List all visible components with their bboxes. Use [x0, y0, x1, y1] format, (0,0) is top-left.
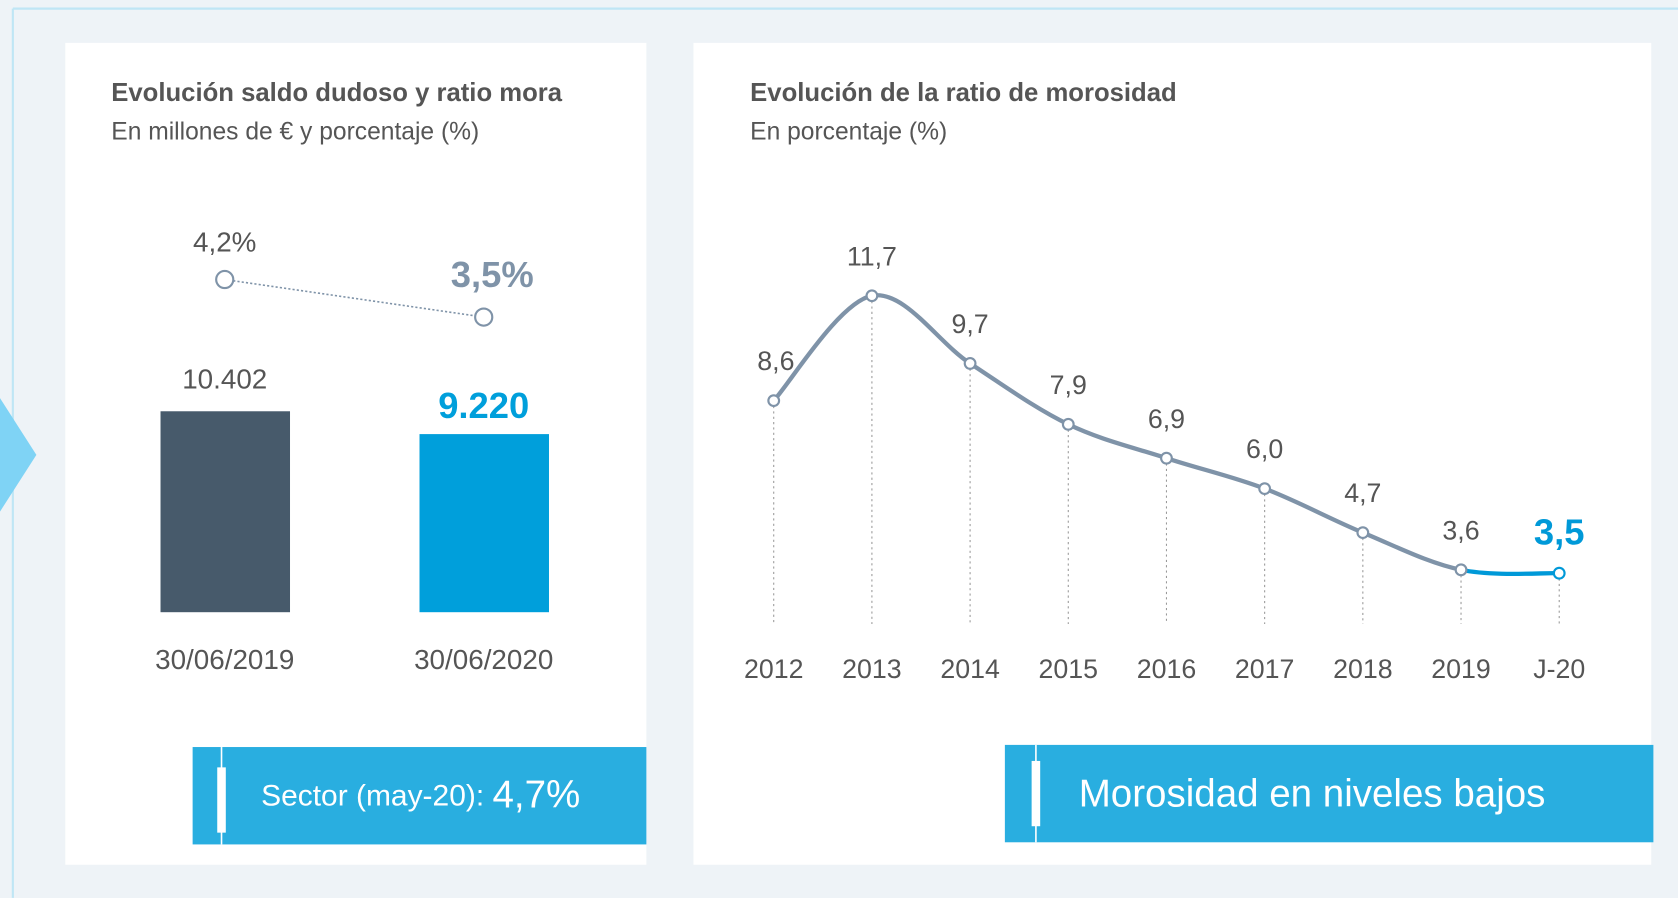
right-panel: [693, 42, 1652, 865]
marker: [1454, 563, 1468, 577]
bar: [160, 411, 291, 613]
marker: [767, 394, 781, 408]
callout-value: 4,7%: [492, 774, 580, 817]
x-tick-label: 30/06/2020: [414, 644, 553, 675]
x-tick-label: 2016: [1137, 654, 1197, 684]
arrow: [0, 398, 37, 512]
value-label: 6,0: [1246, 434, 1283, 464]
marker: [1258, 482, 1272, 496]
x-tick-label: 2012: [744, 654, 804, 684]
left-panel: [65, 42, 647, 865]
value-label: 3,5: [1534, 511, 1585, 552]
x-tick-label: 2017: [1235, 654, 1295, 684]
callout-label: Sector (may-20):: [261, 779, 484, 812]
chart-subtitle: En millones de € y porcentaje (%): [111, 118, 479, 145]
x-tick-label: 2013: [842, 654, 902, 684]
value-label: 11,7: [847, 241, 897, 271]
marker: [963, 357, 977, 370]
value-label: 3,6: [1442, 515, 1479, 545]
ratio-label: 4,2%: [193, 227, 256, 258]
value-label: 9,7: [952, 309, 989, 339]
callout: [1004, 744, 1654, 843]
chart-title: Evolución de la ratio de morosidad: [750, 79, 1177, 107]
ratio-line: [224, 278, 484, 318]
marker: [1552, 566, 1566, 580]
value-label: 4,7: [1344, 478, 1381, 508]
marker: [1061, 417, 1075, 431]
callout-bar: [1031, 760, 1041, 827]
bar-label: 10.402: [182, 364, 267, 395]
callout-bar: [217, 767, 226, 833]
ratio-label: 3,5%: [451, 254, 534, 295]
value-label: 7,9: [1050, 370, 1087, 400]
value-label: 6,9: [1148, 404, 1185, 434]
x-tick-label: 2015: [1039, 654, 1099, 684]
x-tick-label: 2018: [1333, 654, 1393, 684]
ratio-marker: [215, 269, 235, 290]
x-tick-label: 2014: [940, 654, 1000, 684]
marker: [1160, 451, 1173, 465]
x-tick-label: J-20: [1533, 654, 1585, 684]
ratio-marker: [474, 307, 494, 327]
value-label: 8,6: [757, 346, 794, 376]
chart-title: Evolución saldo dudoso y ratio mora: [111, 79, 562, 107]
chart-subtitle: En porcentaje (%): [750, 118, 947, 145]
x-tick-label: 30/06/2019: [155, 644, 294, 675]
x-tick-label: 2019: [1431, 654, 1491, 684]
bar-label: 9.220: [438, 385, 529, 426]
marker: [865, 289, 879, 303]
callout-text: Morosidad en niveles bajos: [1079, 772, 1546, 815]
bar: [419, 434, 549, 613]
callout: [192, 747, 647, 845]
marker: [1356, 526, 1370, 540]
callout-text: Sector (may-20): 4,7%: [261, 774, 580, 817]
